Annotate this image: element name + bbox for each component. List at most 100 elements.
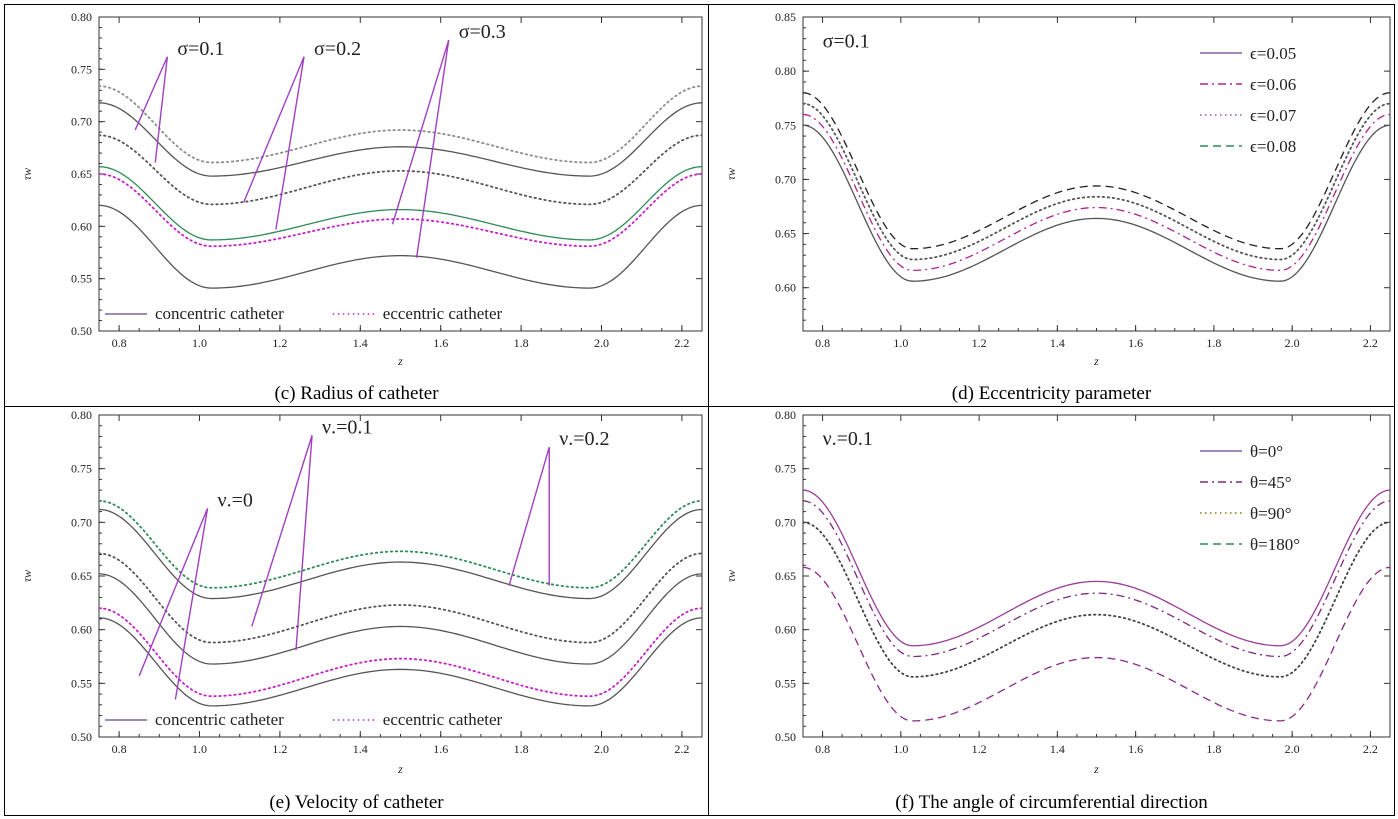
y-tick-label: 0.65	[775, 569, 796, 583]
x-tick-label: 0.8	[112, 336, 127, 350]
x-axis-label: z	[397, 354, 403, 368]
y-tick-label: 0.70	[71, 115, 92, 129]
annotation-label: σ=0.2	[314, 38, 361, 60]
y-tick-label: 0.55	[775, 676, 796, 690]
series-line	[99, 499, 702, 589]
series-line	[99, 508, 702, 600]
x-tick-label: 1.2	[972, 336, 987, 350]
y-tick-label: 0.80	[775, 64, 796, 78]
y-tick-label: 0.55	[71, 676, 92, 690]
y-tick-label: 0.60	[71, 623, 92, 637]
panel-velocity-of-catheter: 0.8 1.0 1.2 1.4 1.6 1.8 2.0 2.2 0.50 0.55 0.60 0.65…	[4, 406, 709, 816]
x-tick-label: 1.0	[893, 742, 908, 756]
x-axis-label: z	[1093, 354, 1099, 368]
x-tick-label: 1.2	[272, 742, 287, 756]
legend-label: θ=90°	[1250, 504, 1292, 523]
legend-label: θ=180°	[1250, 535, 1300, 554]
annotation-leader	[275, 56, 305, 230]
x-tick-label: 2.2	[674, 336, 689, 350]
legend-label: ϵ=0.06	[1250, 75, 1296, 94]
chart-velocity-of-catheter: 0.8 1.0 1.2 1.4 1.6 1.8 2.0 2.2 0.50 0.55 0.60 0.65…	[20, 408, 703, 776]
y-tick-label: 0.65	[71, 167, 92, 181]
y-axis-label: τw	[20, 570, 34, 582]
x-tick-label: 1.6	[1128, 336, 1143, 350]
x-tick-label: 1.2	[272, 336, 287, 350]
annotation-label: σ=0.1	[823, 30, 870, 52]
legend-label: θ=45°	[1250, 473, 1292, 492]
y-tick-label: 0.55	[71, 272, 92, 286]
annotation-leader	[134, 56, 168, 131]
plot-frame	[98, 16, 703, 332]
x-tick-label: 1.2	[972, 742, 987, 756]
x-tick-label: 1.0	[192, 336, 207, 350]
series-line	[803, 489, 1390, 647]
y-tick-label: 0.60	[775, 623, 796, 637]
series-line	[803, 521, 1390, 678]
chart-radius-of-catheter: 0.8 1.0 1.2 1.4 1.6 1.8 2.0 2.2 0.50 0.55 0.60 0.65…	[20, 10, 703, 368]
annotation-label: σ=0.3	[459, 21, 506, 43]
annotation-leader	[251, 435, 313, 627]
series-line	[803, 113, 1390, 272]
x-tick-label: 1.0	[893, 336, 908, 350]
caption-velocity-of-catheter: (e) Velocity of catheter	[269, 792, 444, 813]
plot-frame	[802, 16, 1391, 332]
panel-radius-of-catheter: 0.8 1.0 1.2 1.4 1.6 1.8 2.0 2.2 0.50 0.55 0.60 0.65…	[4, 4, 709, 407]
legend-label: eccentric catheter	[383, 304, 503, 323]
y-tick-label: 0.80	[775, 408, 796, 422]
x-tick-label: 1.4	[353, 742, 368, 756]
annotation-leader	[415, 39, 450, 258]
y-axis-label: τw	[724, 168, 738, 180]
annotation-leader	[508, 447, 550, 586]
x-tick-label: 1.8	[1206, 336, 1221, 350]
x-tick-label: 2.0	[594, 742, 609, 756]
caption-circumferential-angle: (f) The angle of circumferential directi…	[895, 792, 1208, 813]
x-tick-label: 1.4	[1050, 336, 1065, 350]
annotation-label: ν.=0.1	[322, 416, 372, 438]
y-tick-label: 0.80	[71, 10, 92, 24]
annotation-label: σ=0.1	[177, 38, 224, 60]
x-tick-label: 2.2	[1363, 336, 1378, 350]
x-tick-label: 2.0	[594, 336, 609, 350]
annotation-leader	[295, 435, 313, 651]
annotation-label: ν.=0.1	[823, 428, 873, 450]
y-tick-label: 0.65	[775, 227, 796, 241]
series-line	[99, 573, 702, 665]
series-line	[803, 92, 1390, 250]
y-tick-label: 0.60	[775, 281, 796, 295]
y-tick-label: 0.65	[71, 569, 92, 583]
chart-circumferential-angle: 0.8 1.0 1.2 1.4 1.6 1.8 2.0 2.2 0.50 0.55 0.60 0.65…	[724, 408, 1391, 776]
x-tick-label: 0.8	[815, 336, 830, 350]
y-tick-label: 0.75	[71, 62, 92, 76]
y-tick-label: 0.75	[71, 462, 92, 476]
x-tick-label: 2.2	[674, 742, 689, 756]
legend-label: ϵ=0.07	[1250, 106, 1297, 125]
x-tick-label: 2.2	[1363, 742, 1378, 756]
series-line	[99, 552, 702, 644]
y-axis-label: τw	[20, 168, 34, 180]
series-line	[99, 102, 702, 177]
series-line	[99, 204, 702, 289]
legend-label: θ=0°	[1250, 442, 1283, 461]
x-tick-label: 1.6	[433, 336, 448, 350]
y-tick-label: 0.50	[71, 324, 92, 338]
x-tick-label: 2.0	[1285, 742, 1300, 756]
legend-label: ϵ=0.08	[1250, 137, 1296, 156]
y-tick-label: 0.70	[775, 172, 796, 186]
y-tick-label: 0.70	[775, 515, 796, 529]
annotation-leader	[243, 56, 305, 203]
series-line	[99, 173, 702, 248]
y-tick-label: 0.75	[775, 462, 796, 476]
x-tick-label: 1.8	[514, 336, 529, 350]
x-axis-label: z	[1093, 762, 1099, 776]
y-tick-label: 0.85	[775, 10, 796, 24]
y-tick-label: 0.70	[71, 515, 92, 529]
annotation-leader	[391, 39, 450, 225]
plot-frame	[98, 414, 703, 738]
x-tick-label: 0.8	[112, 742, 127, 756]
x-tick-label: 1.6	[1128, 742, 1143, 756]
series-line	[803, 124, 1390, 282]
y-tick-label: 0.80	[71, 408, 92, 422]
x-axis-label: z	[397, 762, 403, 776]
x-tick-label: 2.0	[1285, 336, 1300, 350]
panel-eccentricity-parameter: 0.8 1.0 1.2 1.4 1.6 1.8 2.0 2.2 0.60 0.65 0.70 0.75…	[708, 4, 1395, 407]
